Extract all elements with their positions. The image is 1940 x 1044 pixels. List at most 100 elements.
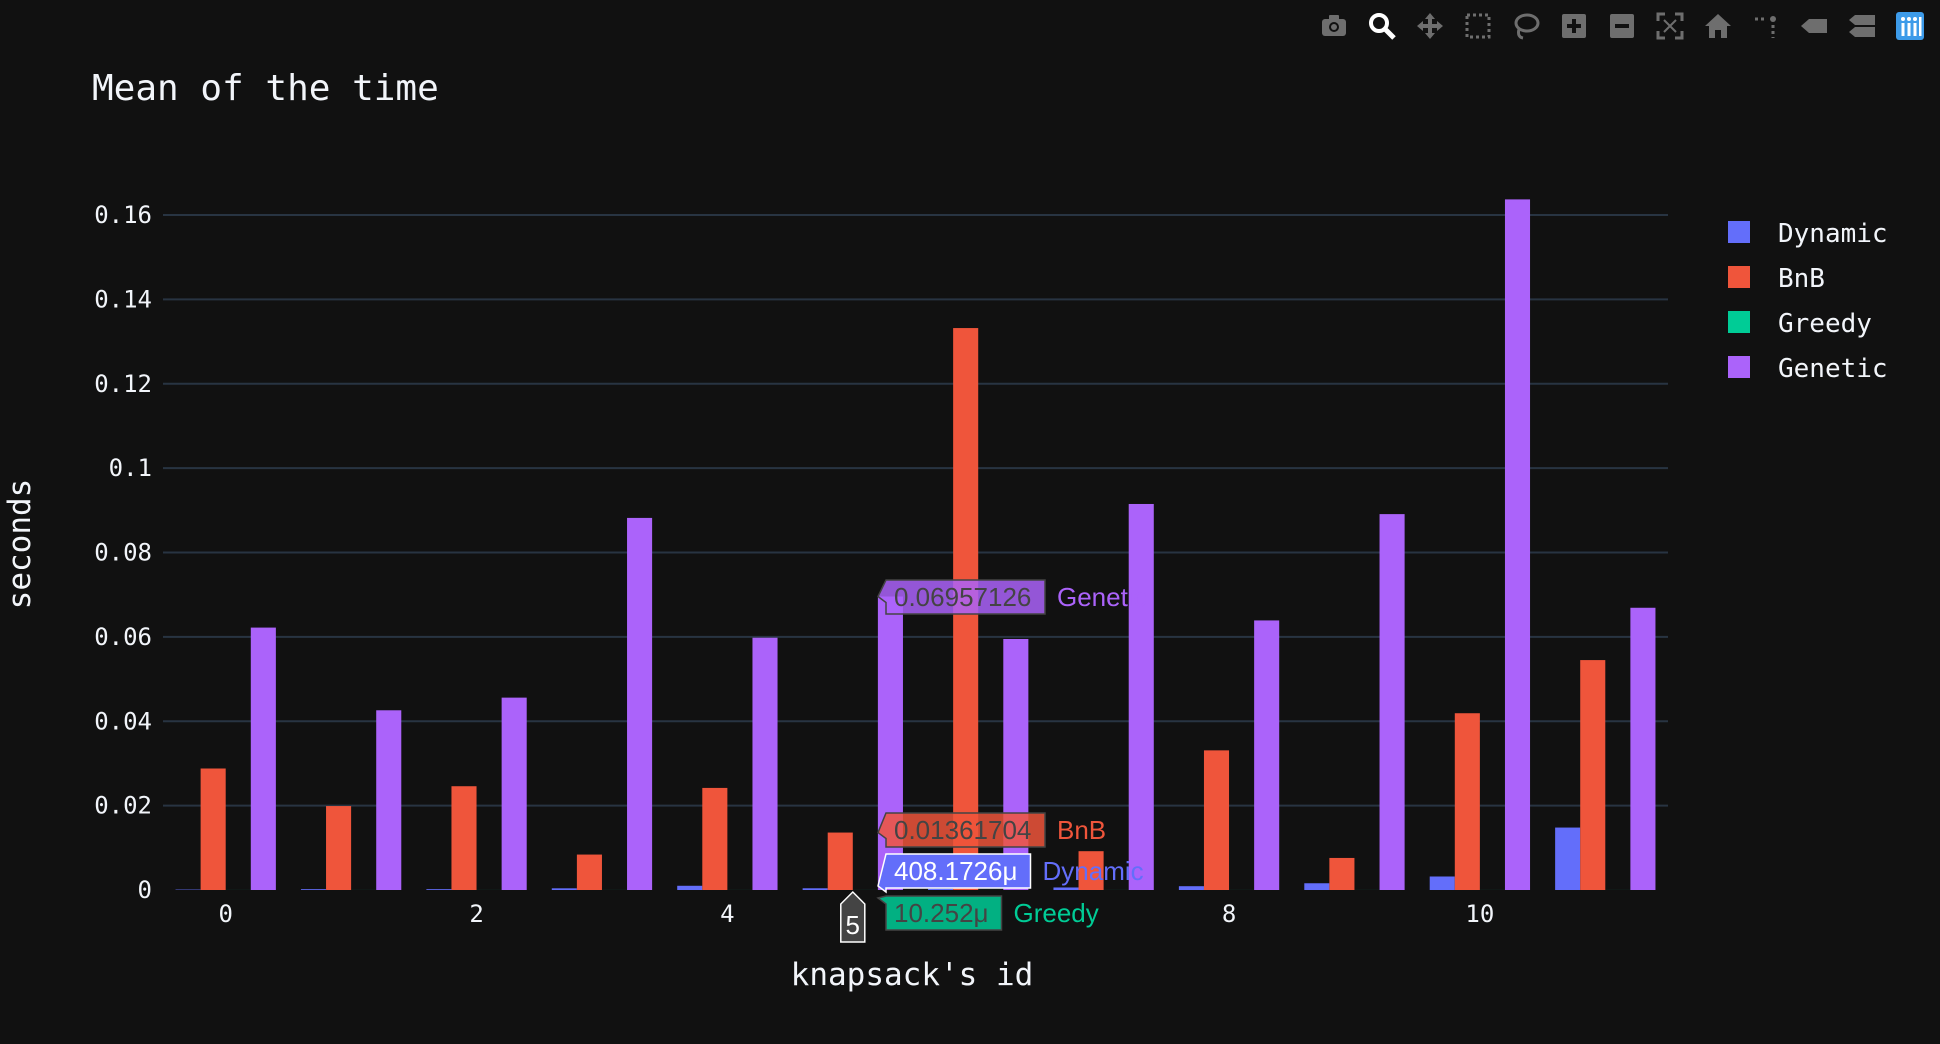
hover-labels: 0.06957126 Genetic 0.01361704 BnB 408.1726μ D… [840,579,1147,943]
bar-genetic[interactable] [1630,607,1656,890]
hover-box [877,853,1032,894]
legend-label: Greedy [1778,309,1872,339]
zoom-out-button[interactable] [1598,6,1646,46]
legend[interactable]: Dynamic BnB Greedy Genetic [1728,219,1888,384]
bar-bnb[interactable] [326,806,352,890]
bar-bnb[interactable] [576,854,602,890]
bar-genetic[interactable] [1379,514,1405,890]
hover-compare-button[interactable] [1838,6,1886,46]
bar-dynamic[interactable] [928,888,954,890]
pan-icon [1417,13,1443,39]
bars[interactable] [175,199,1656,891]
y-tick-label: 0.02 [94,792,152,820]
bar-bnb[interactable] [1580,660,1606,890]
bar-dynamic[interactable] [802,888,828,890]
plotly-logo-button[interactable] [1886,6,1934,46]
bar-dynamic[interactable] [551,888,577,890]
autoscale-button[interactable] [1646,6,1694,46]
zoom-in-icon [1562,14,1586,38]
y-axis-ticks: 0 0.02 0.04 0.06 0.08 0.1 0.12 0.14 0.16 [94,201,152,904]
bar-dynamic[interactable] [300,889,327,890]
x-tick-label: 0 [218,900,232,928]
bar-bnb[interactable] [702,787,728,890]
legend-item-genetic[interactable]: Genetic [1728,354,1888,384]
y-tick-label: 0 [138,876,152,904]
y-tick-label: 0.1 [109,454,152,482]
bar-genetic[interactable] [501,697,527,890]
lasso-button[interactable] [1502,6,1550,46]
bar-dynamic[interactable] [677,885,703,890]
plotly-logo-icon [1896,12,1924,40]
pan-button[interactable] [1406,6,1454,46]
legend-label: BnB [1778,264,1825,294]
bar-dynamic[interactable] [1304,883,1330,890]
y-tick-label: 0.04 [94,707,152,735]
hover-x-value: 5 [846,910,860,940]
zoom-in-button[interactable] [1550,6,1598,46]
bar-genetic[interactable] [1003,638,1029,890]
hover-value: 0.01361704 [894,815,1031,845]
y-tick-label: 0.12 [94,370,152,398]
hover-closest-icon [1801,19,1827,33]
bar-genetic[interactable] [627,517,653,890]
autoscale-icon [1656,12,1684,40]
bar-bnb[interactable] [200,768,226,891]
x-axis-ticks: 0 2 4 8 10 [218,900,1494,928]
legend-item-greedy[interactable]: Greedy [1728,309,1872,339]
bar-bnb[interactable] [1203,750,1230,890]
bar-dynamic[interactable] [1429,876,1455,891]
bar-dynamic[interactable] [1178,886,1204,890]
legend-item-dynamic[interactable]: Dynamic [1728,219,1888,249]
x-tick-label: 4 [720,900,734,928]
bar-bnb[interactable] [1329,857,1355,890]
y-tick-label: 0.14 [94,285,152,313]
hover-series-name: Greedy [1014,898,1099,928]
hover-value: 10.252μ [894,898,989,928]
spike-lines-button[interactable] [1742,6,1790,46]
hover-box [877,812,1046,848]
bar-dynamic[interactable] [1053,887,1079,890]
bar-dynamic[interactable] [426,889,452,890]
x-axis-title: knapsack's id [791,957,1034,993]
hover-closest-button[interactable] [1790,6,1838,46]
bar-genetic[interactable] [752,637,778,890]
hover-box [876,895,1003,931]
hover-label-bnb: 0.01361704 BnB [877,812,1106,848]
legend-label: Genetic [1778,354,1888,384]
hover-value: 0.06957126 [894,582,1031,612]
bar-bnb[interactable] [1078,851,1104,890]
hover-compare-icon [1849,15,1875,37]
box-select-button[interactable] [1454,6,1502,46]
legend-label: Dynamic [1778,219,1888,249]
legend-item-bnb[interactable]: BnB [1728,264,1825,294]
bar-genetic[interactable] [1128,503,1154,890]
hover-box [877,579,1046,615]
home-button[interactable] [1694,6,1742,46]
lasso-icon [1514,13,1540,40]
bar-bnb[interactable] [451,786,477,890]
home-icon [1705,14,1731,38]
zoom-icon [1369,13,1396,40]
bar-genetic[interactable] [250,627,276,890]
bar-bnb[interactable] [827,832,853,890]
x-tick-label: 2 [469,900,483,928]
bar-bnb[interactable] [1454,713,1480,890]
y-tick-label: 0.08 [94,539,152,567]
x-tick-label: 10 [1465,900,1494,928]
hover-x-label: 5 [840,890,866,943]
legend-swatch [1728,221,1750,243]
legend-swatch [1728,311,1750,333]
bar-genetic[interactable] [376,710,402,890]
hover-series-name: BnB [1057,815,1106,845]
bar-genetic[interactable] [1504,199,1531,890]
bar-genetic[interactable] [1254,620,1280,890]
bar-dynamic[interactable] [1555,827,1581,890]
zoom-button[interactable] [1358,6,1406,46]
legend-swatch [1728,356,1750,378]
hover-x-box [840,890,866,943]
camera-button[interactable] [1310,6,1358,46]
chart-title: Mean of the time [92,68,439,109]
y-tick-label: 0.16 [94,201,152,229]
x-tick-label: 8 [1222,900,1236,928]
